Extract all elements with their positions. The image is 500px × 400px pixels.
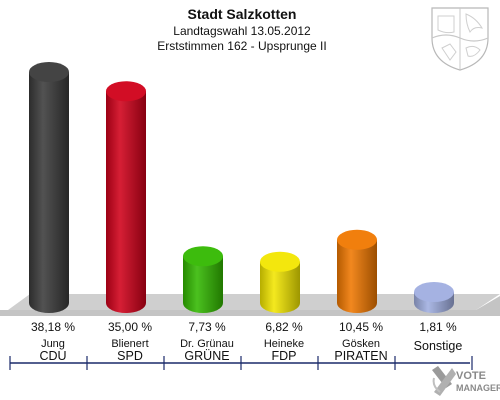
bar-body <box>337 239 377 303</box>
bar-body <box>106 91 146 303</box>
value-label-spd: 35,00 % <box>108 320 152 334</box>
logo-text-manager: MANAGER <box>456 383 500 393</box>
value-label-gr-ne: 7,73 % <box>188 320 226 334</box>
candidate-label-spd: Blienert <box>111 338 148 350</box>
value-label-sonstige: 1,81 % <box>419 320 457 334</box>
bar-body <box>29 72 69 303</box>
chart-subtitle-1: Landtagswahl 13.05.2012 <box>173 24 311 38</box>
bars-group <box>29 62 454 313</box>
bar-top <box>414 282 454 303</box>
value-label-piraten: 10,45 % <box>339 320 383 334</box>
party-label-cdu: CDU <box>39 349 66 363</box>
chart-title: Stadt Salzkotten <box>188 6 297 22</box>
value-label-fdp: 6,82 % <box>265 320 303 334</box>
chart-subtitle-2: Erststimmen 162 - Upsprunge II <box>157 39 326 53</box>
value-label-cdu: 38,18 % <box>31 320 75 334</box>
candidate-label-piraten: Gösken <box>342 338 380 350</box>
candidate-label-fdp: Heineke <box>264 338 304 350</box>
bar-fdp <box>260 251 300 313</box>
candidate-label-gr-ne: Dr. Grünau <box>180 338 234 350</box>
nrw-coat-of-arms-icon <box>431 7 489 71</box>
bar-spd <box>106 81 146 313</box>
party-label-spd: SPD <box>117 349 143 363</box>
bar-top <box>106 81 146 102</box>
bar-top <box>183 246 223 267</box>
party-label-piraten: PIRATEN <box>334 349 387 363</box>
logo-text-vote: VOTE <box>456 370 486 382</box>
party-label-sonstige: Sonstige <box>414 339 463 353</box>
bar-gr-ne <box>183 246 223 313</box>
value-labels-group: 38,18 % 35,00 % 7,73 % 6,82 % 10,45 % 1,81 % <box>31 320 457 334</box>
ballot-cross-icon <box>432 366 456 396</box>
axis-ticks-group <box>9 356 473 370</box>
vote-manager-logo: VOTE MANAGER <box>432 366 500 396</box>
party-label-gr-ne: GRÜNE <box>184 349 229 363</box>
bar-top <box>29 62 69 83</box>
bar-sonstige <box>414 282 454 313</box>
bar-top <box>260 251 300 272</box>
party-label-fdp: FDP <box>272 349 297 363</box>
bar-piraten <box>337 229 377 313</box>
bar-cdu <box>29 62 69 313</box>
bar-top <box>337 229 377 250</box>
candidate-label-cdu: Jung <box>41 338 65 350</box>
